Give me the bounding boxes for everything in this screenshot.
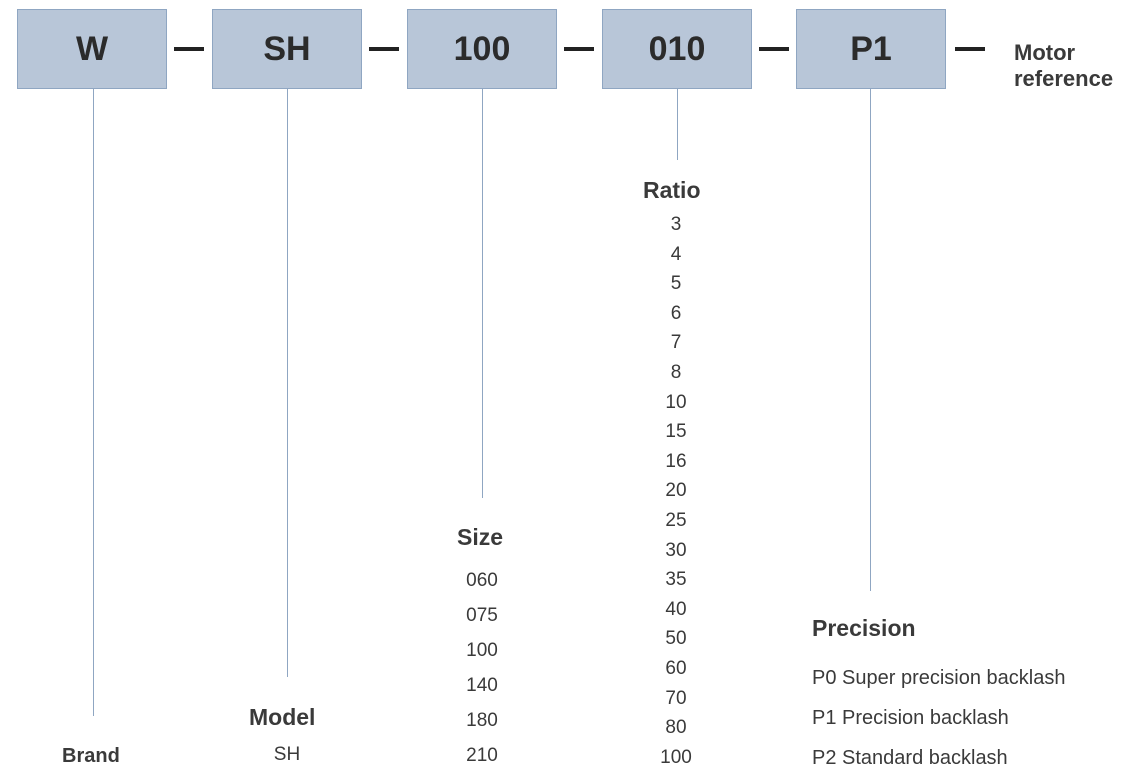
ratio-value: 40 [665, 598, 687, 620]
ratio-value: 4 [670, 243, 682, 265]
ratio-value: 8 [670, 361, 682, 383]
size-value: 180 [466, 710, 498, 731]
leader-line-ratio [677, 89, 678, 160]
precision-value: P0 Super precision backlash [812, 667, 1066, 689]
size-label: Size [457, 524, 504, 550]
ratio-value: 25 [665, 509, 687, 531]
precision-value: P1 Precision backlash [812, 707, 1009, 729]
leader-line-size [482, 89, 483, 498]
precision-label: Precision [812, 615, 916, 641]
separator-dash [759, 47, 789, 51]
separator-dash [174, 47, 204, 51]
ratio-value: 16 [665, 450, 687, 472]
ratio-value: 6 [670, 302, 682, 324]
motor-reference-label: Motor reference [1014, 40, 1114, 91]
ratio-value: 70 [665, 687, 687, 709]
ratio-values: 3 4 5 6 7 8 10 15 16 20 25 30 35 40 50 6… [646, 214, 706, 776]
size-value: 140 [466, 675, 498, 696]
size-value: 100 [466, 640, 498, 661]
code-box-precision: P1 [796, 9, 946, 89]
separator-dash [564, 47, 594, 51]
ratio-value: 30 [665, 539, 687, 561]
size-values: 060 075 100 140 180 210 [452, 570, 512, 780]
size-value: 060 [466, 570, 498, 591]
code-box-ratio: 010 [602, 9, 752, 89]
leader-line-brand [93, 89, 94, 716]
ratio-value: 3 [670, 214, 682, 235]
ratio-value: 20 [665, 480, 687, 502]
model-values: SH [262, 744, 312, 766]
size-value: 210 [466, 745, 498, 766]
code-box-model: SH [212, 9, 362, 89]
ratio-value: 15 [665, 421, 687, 443]
code-box-size: 100 [407, 9, 557, 89]
leader-line-model [287, 89, 288, 677]
brand-label: Brand [62, 745, 120, 767]
leader-line-precision [870, 89, 871, 591]
code-box-brand: W [17, 9, 167, 89]
precision-value: P2 Standard backlash [812, 747, 1008, 769]
ratio-value: 7 [670, 332, 682, 354]
ratio-label: Ratio [643, 177, 701, 203]
ratio-value: 80 [665, 717, 687, 739]
model-value: SH [273, 744, 301, 765]
model-label: Model [249, 704, 316, 730]
precision-values: P0 Super precision backlash P1 Precision… [812, 658, 1065, 778]
ratio-value: 50 [665, 628, 687, 650]
separator-dash [955, 47, 985, 51]
ratio-value: 10 [665, 391, 687, 413]
ratio-value: 60 [665, 657, 687, 679]
ratio-value: 5 [670, 273, 682, 295]
ratio-value: 100 [660, 746, 692, 768]
size-value: 075 [466, 605, 498, 626]
ratio-value: 35 [665, 569, 687, 591]
separator-dash [369, 47, 399, 51]
